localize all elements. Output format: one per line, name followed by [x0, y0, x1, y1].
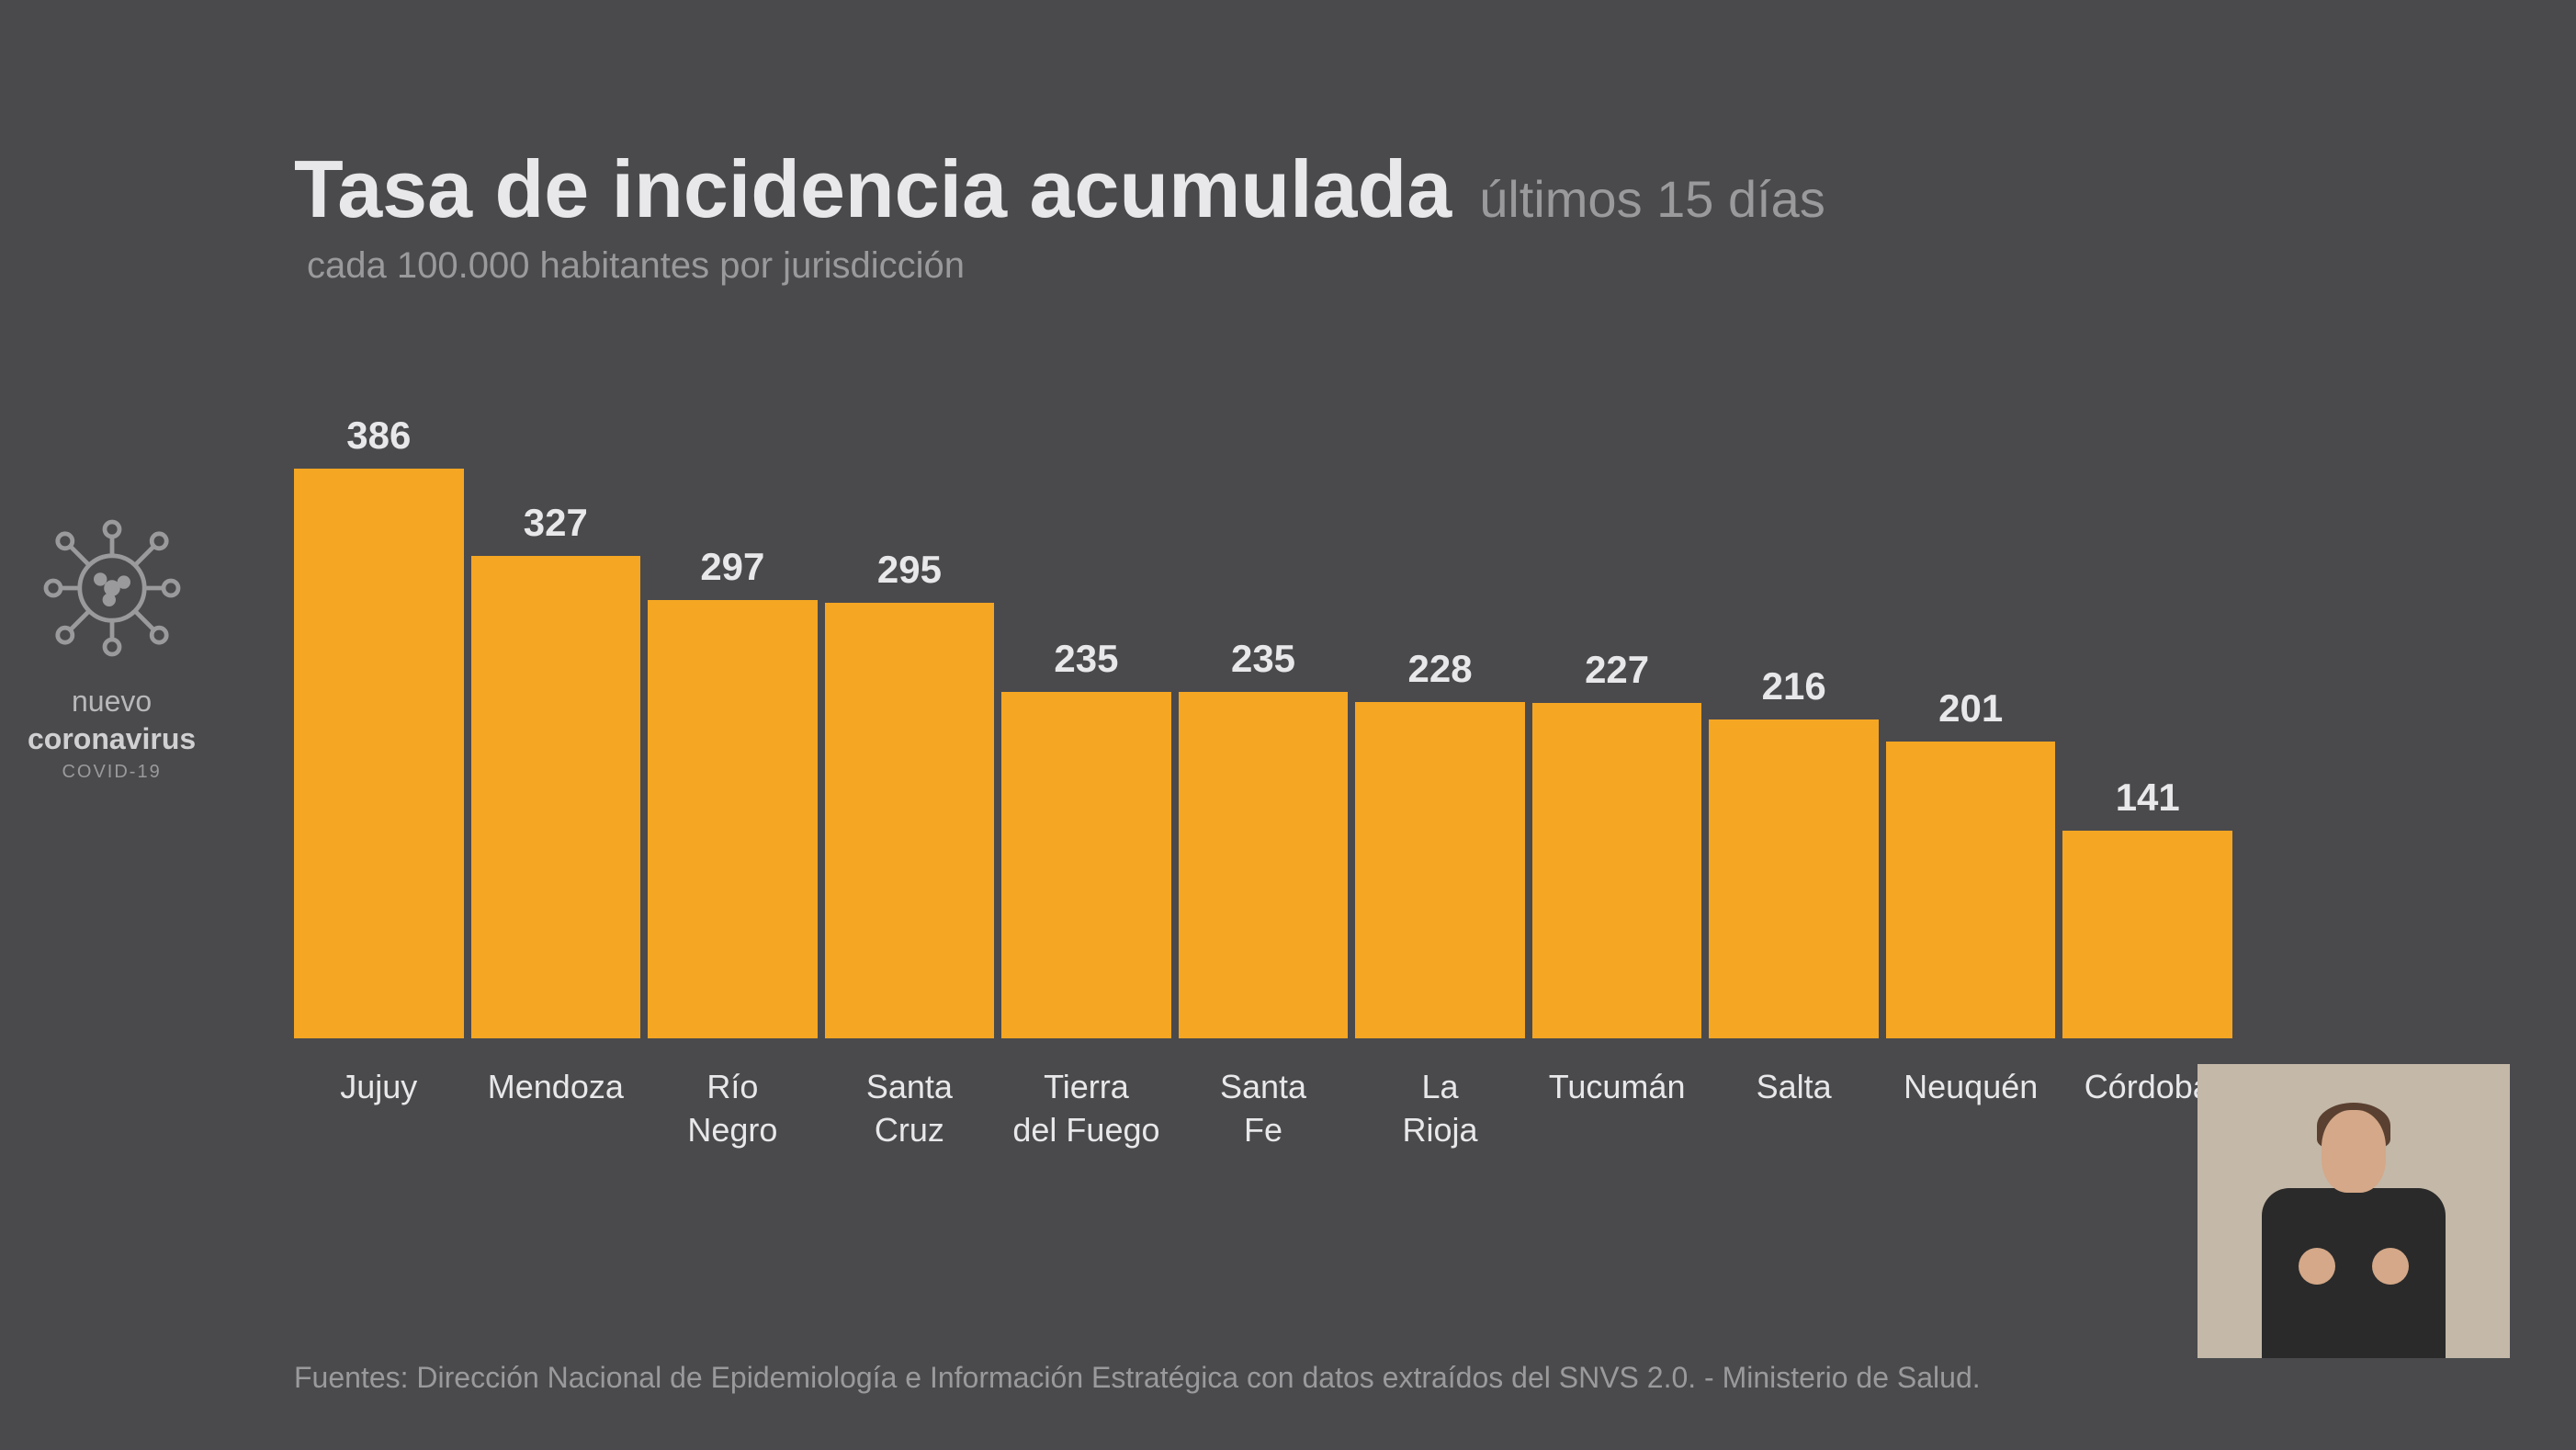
bar-label: Salta [1709, 1066, 1879, 1152]
sidebar-text-coronavirus: coronavirus [28, 722, 196, 756]
bars-container: 386 327 297 295 235 235 228 227 216 201 141 [294, 395, 2232, 1038]
bar-wrapper: 386 [294, 413, 464, 1038]
bar [1179, 692, 1349, 1038]
bar-value: 235 [1231, 637, 1295, 681]
bar-label: Jujuy [294, 1066, 464, 1152]
interpreter-figure [2243, 1101, 2464, 1358]
bar-wrapper: 216 [1709, 664, 1879, 1038]
bar [1001, 692, 1171, 1038]
bar-label: SantaCruz [825, 1066, 995, 1152]
bar-wrapper: 295 [825, 548, 995, 1038]
bar-label: LaRioja [1355, 1066, 1525, 1152]
bar-wrapper: 297 [648, 545, 818, 1038]
bar [1355, 702, 1525, 1038]
header-block: Tasa de incidencia acumulada últimos 15 … [294, 142, 2466, 287]
virus-icon [28, 515, 196, 666]
bar-wrapper: 227 [1532, 648, 1702, 1038]
bar-value: 216 [1762, 664, 1826, 708]
bar-chart: 386 327 297 295 235 235 228 227 216 201 141 JujuyM… [294, 395, 2232, 1259]
bar-wrapper: 235 [1179, 637, 1349, 1038]
bar-value: 295 [877, 548, 942, 592]
sidebar-text-covid19: COVID-19 [28, 762, 196, 783]
bar [1532, 703, 1702, 1038]
bar-label: SantaFe [1179, 1066, 1349, 1152]
sidebar-logo: nuevo coronavirus COVID-19 [28, 515, 196, 783]
bar [825, 603, 995, 1038]
bar-value: 201 [1938, 686, 2003, 731]
bar-value: 141 [2116, 776, 2180, 820]
bar-label: Tierradel Fuego [1001, 1066, 1171, 1152]
sign-language-interpreter [2198, 1064, 2510, 1358]
main-container: nuevo coronavirus COVID-19 Tasa de incid… [0, 0, 2576, 1450]
bar-wrapper: 228 [1355, 647, 1525, 1038]
bar [294, 469, 464, 1038]
bar-label: RíoNegro [648, 1066, 818, 1152]
bar-value: 227 [1585, 648, 1649, 692]
bar [1886, 742, 2056, 1038]
chart-title-suffix: últimos 15 días [1479, 169, 1825, 229]
bar-label: Mendoza [471, 1066, 641, 1152]
footer-source: Fuentes: Dirección Nacional de Epidemiol… [294, 1361, 1981, 1395]
title-row: Tasa de incidencia acumulada últimos 15 … [294, 142, 2466, 236]
bar-value: 386 [346, 413, 411, 458]
bar-value: 235 [1054, 637, 1118, 681]
bar-wrapper: 327 [471, 501, 641, 1038]
bar-value: 327 [524, 501, 588, 545]
bar-wrapper: 141 [2062, 776, 2232, 1038]
labels-container: JujuyMendozaRíoNegroSantaCruzTierradel F… [294, 1066, 2232, 1152]
bar [648, 600, 818, 1038]
bar-wrapper: 235 [1001, 637, 1171, 1038]
bar [471, 556, 641, 1038]
bar-value: 297 [700, 545, 764, 589]
bar [1709, 719, 1879, 1038]
chart-subtitle: cada 100.000 habitantes por jurisdicción [307, 245, 2466, 287]
chart-title: Tasa de incidencia acumulada [294, 142, 1452, 236]
bar-value: 228 [1408, 647, 1473, 691]
bar [2062, 831, 2232, 1038]
sidebar-text-nuevo: nuevo [28, 685, 196, 719]
bar-label: Neuquén [1886, 1066, 2056, 1152]
bar-label: Tucumán [1532, 1066, 1702, 1152]
bar-wrapper: 201 [1886, 686, 2056, 1038]
